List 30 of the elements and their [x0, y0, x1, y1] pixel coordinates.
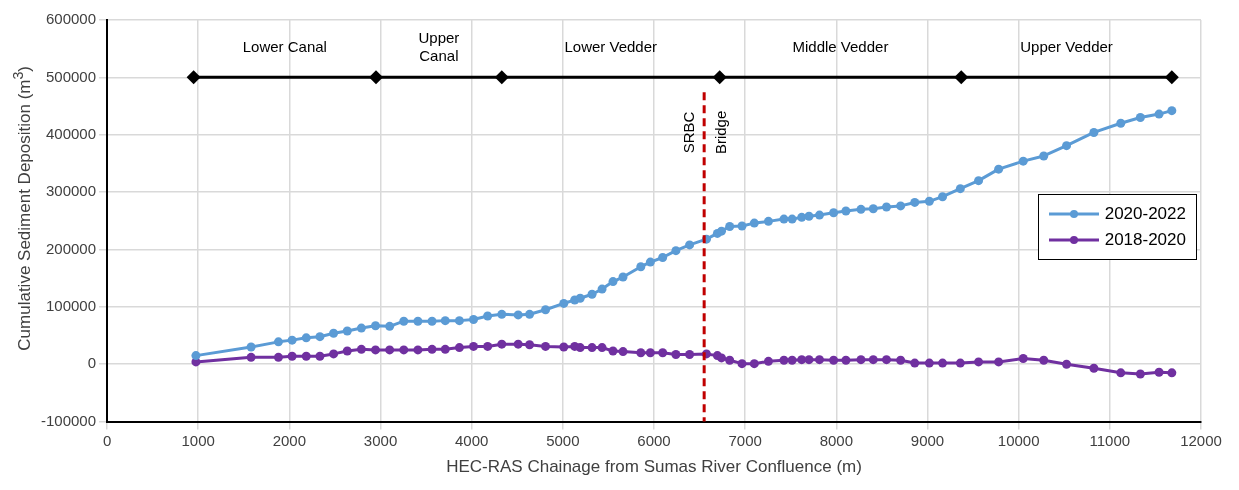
- y-tick-label: 300000: [45, 182, 97, 200]
- y-tick-label: 100000: [45, 297, 97, 314]
- x-tick-label: 2000: [272, 431, 307, 449]
- x-axis-title: HEC-RAS Chainage from Sumas River Confluence (m): [446, 457, 862, 477]
- x-tick-label: 9000: [910, 431, 945, 449]
- x-tick-label: 6000: [637, 431, 671, 449]
- x-tick-label: 0: [102, 431, 112, 449]
- annotation: Upper Vedder: [1020, 37, 1113, 55]
- legend-label: 2020-2022: [1104, 203, 1186, 225]
- x-tick-label: 1000: [181, 431, 215, 449]
- y-tick-label: -100000: [40, 411, 97, 429]
- annotation: Lower Canal: [242, 37, 327, 55]
- annotation: Upper Canal: [418, 28, 460, 64]
- x-tick-label: 12000: [1180, 431, 1222, 449]
- x-tick-label: 10000: [997, 431, 1040, 449]
- y-tick-label: 0: [87, 354, 97, 372]
- legend-label: 2018-2020: [1104, 229, 1186, 251]
- y-tick-label: 600000: [45, 10, 97, 28]
- x-tick-label: 5000: [546, 431, 580, 449]
- x-tick-label: 8000: [819, 431, 854, 449]
- ref-line-label: SRBC Bridge: [680, 110, 730, 155]
- y-tick-label: 400000: [45, 124, 97, 142]
- x-tick-label: 7000: [728, 431, 762, 449]
- x-tick-label: 11000: [1089, 431, 1131, 449]
- annotation: Lower Vedder: [564, 37, 658, 55]
- annotation: Middle Vedder: [792, 37, 889, 55]
- y-tick-label: 200000: [45, 239, 97, 257]
- y-tick-label: 500000: [45, 67, 97, 85]
- x-tick-label: 4000: [455, 431, 489, 449]
- x-tick-label: 3000: [363, 431, 398, 449]
